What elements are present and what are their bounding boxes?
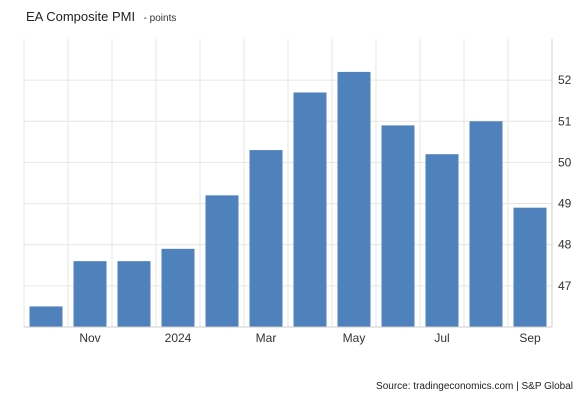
y-tick-label: 47 — [558, 279, 572, 293]
x-tick-label: 2024 — [165, 331, 192, 345]
y-tick-labels: 47 48 49 50 51 52 — [558, 73, 572, 293]
bar-2024-08 — [469, 121, 503, 328]
axes — [24, 39, 553, 328]
bar-2024-02 — [205, 195, 239, 327]
bar-2024-05 — [337, 71, 371, 328]
bar-2023-11 — [73, 261, 107, 327]
x-tick-label: Nov — [79, 331, 100, 345]
x-tick-labels: Nov 2024 Mar May Jul Sep — [79, 331, 541, 345]
bar-series — [29, 71, 547, 328]
bar-2024-04 — [293, 92, 327, 327]
bar-2024-07 — [425, 154, 459, 327]
bar-2023-10 — [29, 306, 63, 327]
grid-lines — [23, 39, 553, 327]
bar-2024-01 — [161, 248, 195, 327]
chart-title: EA Composite PMI — [26, 9, 136, 24]
y-tick-label: 52 — [558, 73, 572, 87]
y-tick-label: 50 — [558, 155, 572, 169]
chart-title-block: EA Composite PMI - points — [26, 8, 176, 26]
chart-unit: - points — [143, 13, 177, 24]
x-tick-label: Mar — [256, 331, 277, 345]
source-note: Source: tradingeconomics.com | S&P Globa… — [376, 381, 573, 392]
bar-2024-03 — [249, 150, 283, 327]
y-tick-label: 48 — [558, 238, 572, 252]
y-tick-label: 51 — [558, 114, 572, 128]
x-tick-label: Sep — [519, 331, 541, 345]
bar-2024-09 — [513, 207, 547, 327]
bar-2024-06 — [381, 125, 415, 328]
y-tick-label: 49 — [558, 197, 572, 211]
x-tick-label: May — [343, 331, 366, 345]
bar-2023-12 — [117, 261, 151, 327]
x-tick-label: Jul — [434, 331, 449, 345]
